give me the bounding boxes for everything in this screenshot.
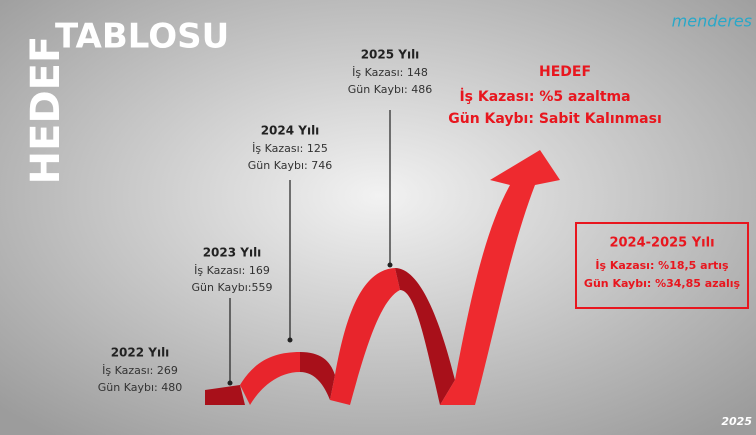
comparison-box [575, 222, 749, 309]
year-detail: Gün Kaybı: 746 [248, 159, 332, 172]
year-detail: İş Kazası: 269 [102, 364, 178, 377]
comparison-line: İş Kazası: %18,5 artış [595, 258, 729, 272]
year-label: 2023 Yılı [203, 246, 262, 260]
footer-year: 2025 [721, 415, 752, 428]
year-detail: Gün Kaybı: 486 [348, 83, 432, 96]
year-label: 2025 Yılı [361, 48, 420, 62]
vertical-title: HEDEF [23, 36, 69, 185]
pins [227, 110, 393, 386]
year-blocks: 2022 Yılı İş Kazası: 269 Gün Kaybı: 480 202… [98, 48, 432, 395]
pin-dot [287, 337, 293, 343]
pin-dot [387, 262, 393, 268]
year-detail: İş Kazası: 169 [194, 264, 270, 277]
year-detail: Gün Kaybı:559 [192, 281, 273, 294]
year-detail: İş Kazası: 148 [352, 66, 428, 79]
year-detail: Gün Kaybı: 480 [98, 381, 182, 394]
title: TABLOSU [55, 17, 229, 57]
target-title: HEDEF [539, 64, 591, 80]
comparison-title: 2024-2025 Yılı [609, 236, 714, 251]
target-line: Gün Kaybı: Sabit Kalınması [448, 111, 662, 127]
year-detail: İş Kazası: 125 [252, 142, 328, 155]
logo: menderes [672, 12, 752, 31]
comparison-line: Gün Kaybı: %34,85 azalış [584, 277, 741, 290]
year-label: 2024 Yılı [261, 124, 320, 138]
ribbon-arrow [205, 150, 560, 405]
target-line: İş Kazası: %5 azaltma [459, 88, 630, 105]
pin-dot [227, 380, 233, 386]
year-label: 2022 Yılı [111, 346, 170, 360]
